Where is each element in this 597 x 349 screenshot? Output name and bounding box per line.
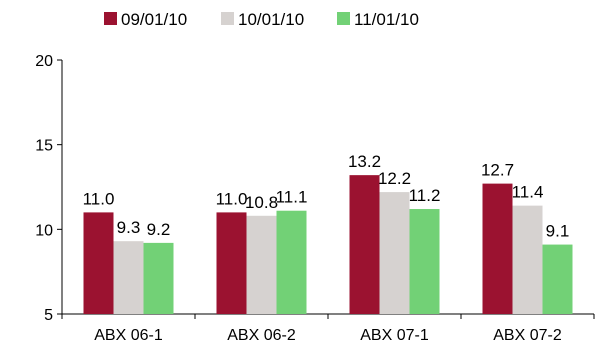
x-tick-label: ABX 07-1 xyxy=(360,327,429,344)
bar xyxy=(83,212,114,314)
data-label: 11.4 xyxy=(512,183,544,202)
legend-swatch xyxy=(337,12,350,25)
data-label: 11.0 xyxy=(216,189,248,208)
bar xyxy=(482,183,513,314)
legend-swatch xyxy=(221,12,234,25)
y-tick-label: 20 xyxy=(35,53,53,70)
bar xyxy=(246,215,277,314)
legend-label: 10/01/10 xyxy=(238,10,304,29)
x-tick-label: ABX 06-1 xyxy=(94,327,163,344)
x-tick-label: ABX 06-2 xyxy=(227,327,296,344)
bar xyxy=(143,242,174,314)
bar xyxy=(349,175,380,314)
legend-label: 11/01/10 xyxy=(354,10,419,29)
data-label: 12.2 xyxy=(378,169,411,188)
data-label: 11.0 xyxy=(83,189,115,208)
bar xyxy=(512,205,543,314)
y-axis: 5 10 15 20 xyxy=(35,53,63,324)
bar xyxy=(409,209,440,314)
legend-swatch xyxy=(104,12,117,25)
y-tick-label: 10 xyxy=(35,222,53,239)
x-axis: ABX 06-1 ABX 06-2 ABX 07-1 ABX 07-2 xyxy=(61,313,595,344)
bar xyxy=(379,192,410,314)
bars xyxy=(83,175,573,314)
data-label: 9.1 xyxy=(546,222,570,241)
y-tick-label: 5 xyxy=(44,307,53,324)
data-label: 12.7 xyxy=(481,161,514,180)
data-label: 13.2 xyxy=(348,152,381,171)
y-tick-label: 15 xyxy=(35,138,53,155)
legend-label: 09/01/10 xyxy=(121,10,187,29)
legend: 09/01/10 10/01/10 11/01/10 xyxy=(104,10,419,29)
bar xyxy=(216,212,247,314)
data-label: 11.2 xyxy=(409,186,441,205)
data-label: 11.1 xyxy=(276,188,308,207)
bar xyxy=(542,244,573,314)
bar xyxy=(113,241,144,314)
bar xyxy=(276,210,307,314)
data-labels: 11.09.3 9.211.010.811.113.212.211.212.711… xyxy=(83,152,570,240)
data-label: 9.3 xyxy=(117,218,141,237)
data-label: 10.8 xyxy=(245,193,278,212)
data-label: 9.2 xyxy=(147,220,171,239)
x-tick-label: ABX 07-2 xyxy=(493,327,562,344)
